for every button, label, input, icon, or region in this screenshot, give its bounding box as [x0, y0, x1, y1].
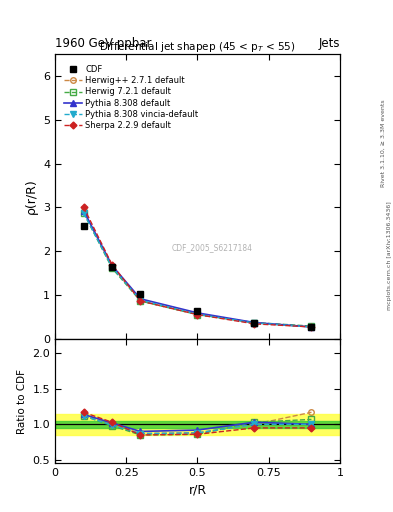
Text: 1960 GeV ppbar: 1960 GeV ppbar: [55, 37, 152, 50]
Y-axis label: Ratio to CDF: Ratio to CDF: [17, 369, 27, 434]
Text: Jets: Jets: [318, 37, 340, 50]
Title: Differential jet shapep (45 < p$_T$ < 55): Differential jet shapep (45 < p$_T$ < 55…: [99, 39, 296, 54]
Legend: CDF, Herwig++ 2.7.1 default, Herwig 7.2.1 default, Pythia 8.308 default, Pythia : CDF, Herwig++ 2.7.1 default, Herwig 7.2.…: [62, 63, 200, 132]
Y-axis label: ρ(r/R): ρ(r/R): [24, 179, 37, 215]
X-axis label: r/R: r/R: [188, 484, 207, 497]
Text: Rivet 3.1.10, ≥ 3.3M events: Rivet 3.1.10, ≥ 3.3M events: [381, 99, 386, 187]
Text: mcplots.cern.ch [arXiv:1306.3436]: mcplots.cern.ch [arXiv:1306.3436]: [387, 202, 392, 310]
Text: CDF_2005_S6217184: CDF_2005_S6217184: [171, 243, 252, 252]
